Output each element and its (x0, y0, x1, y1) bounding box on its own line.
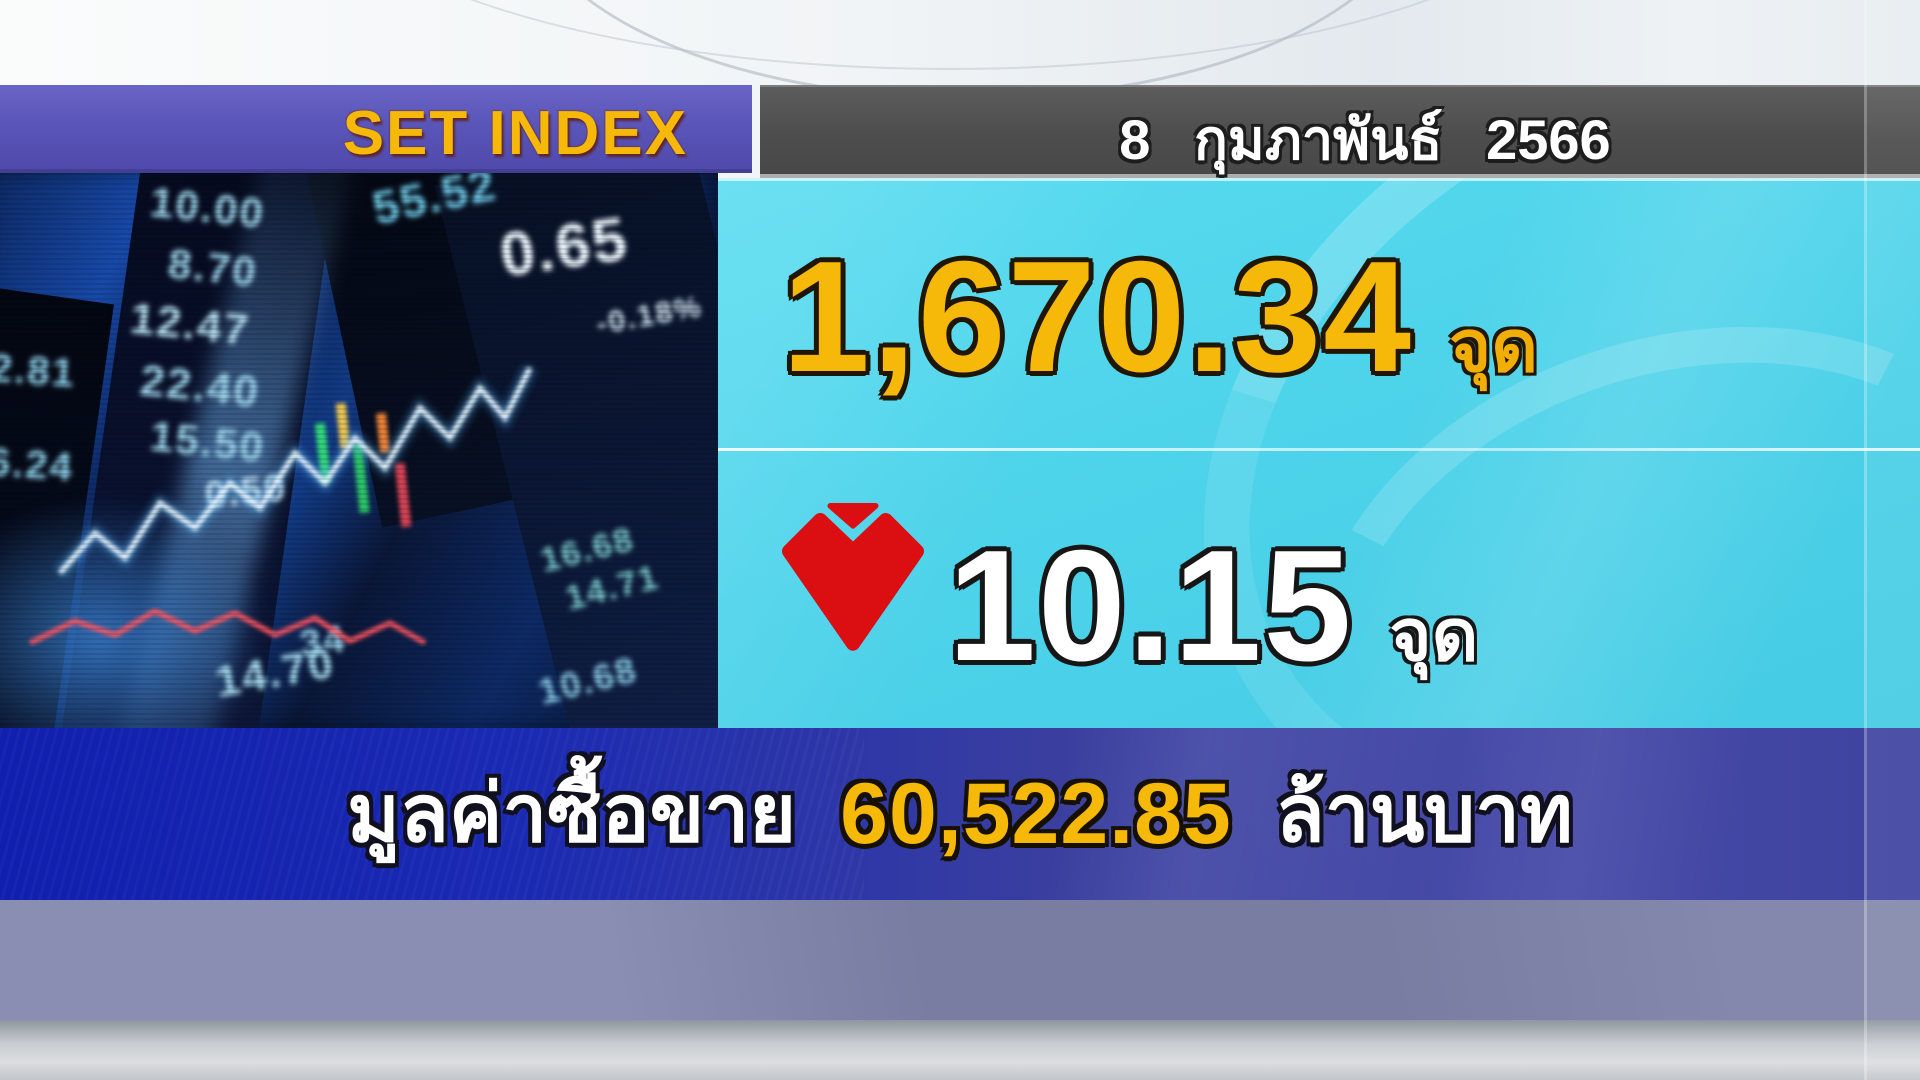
title-banner: SET INDEX (0, 85, 752, 173)
stock-board-photo: 55.52 10.00 8.70 12.47 22.40 15.50 2.81 … (0, 173, 718, 728)
panel-divider (718, 448, 1920, 451)
date-banner: 8 กุมภาพันธ์ 2566 (760, 85, 1920, 178)
index-change-row: 10.15 จุด (948, 527, 1478, 685)
index-value-row: 1,670.34 จุด (782, 238, 1538, 396)
index-panel (718, 178, 1920, 728)
turnover-value: 60,522.85 (840, 766, 1232, 862)
footer-band (0, 1020, 1920, 1080)
gray-purple-band (0, 900, 1920, 1020)
right-edge-highlight (1867, 0, 1920, 1080)
turnover-label: มูลค่าซื้อขาย (347, 769, 797, 858)
down-arrow-icon (782, 503, 924, 651)
index-line (58, 366, 533, 575)
turnover-unit: ล้านบาท (1275, 769, 1573, 858)
index-value: 1,670.34 (782, 229, 1414, 405)
chart-lines (28, 365, 536, 646)
change-value: 10.15 (948, 518, 1354, 694)
right-edge-line (1864, 0, 1867, 1080)
swirl-arc (300, 0, 1600, 70)
turnover-band: มูลค่าซื้อขาย 60,522.85 ล้านบาท (0, 728, 1920, 900)
scanline-overlay (0, 173, 718, 728)
red-line (28, 608, 427, 646)
date-label: 8 กุมภาพันธ์ 2566 (1119, 108, 1611, 171)
index-value-unit: จุด (1449, 307, 1538, 387)
change-value-unit: จุด (1389, 596, 1479, 676)
swirl-graphic (718, 178, 1920, 728)
page-title: SET INDEX (342, 99, 688, 168)
